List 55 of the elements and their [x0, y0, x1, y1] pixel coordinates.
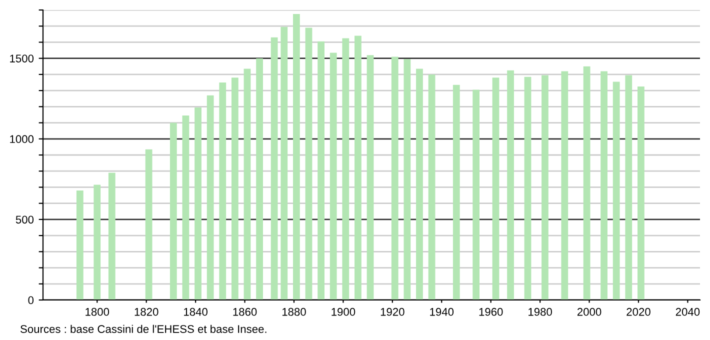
x-tick-label: 1840 — [184, 308, 208, 316]
x-tick-label: 2000 — [577, 308, 602, 316]
bar — [492, 78, 500, 300]
bar — [416, 68, 423, 300]
source-note: Sources : base Cassini de l'EHESS et base Insee. — [20, 324, 266, 333]
bar — [366, 55, 374, 300]
bar — [194, 107, 202, 300]
bar — [219, 82, 226, 300]
x-tick-label: 1880 — [282, 308, 306, 316]
bar — [318, 41, 324, 300]
bar — [600, 71, 608, 300]
bar — [330, 52, 337, 300]
bar — [507, 70, 514, 300]
bar — [542, 75, 548, 300]
bar — [404, 59, 411, 300]
bar — [108, 172, 116, 300]
bar — [305, 28, 312, 300]
x-tick-label: 2020 — [626, 308, 650, 316]
x-tick-label: 1920 — [380, 308, 404, 316]
bar — [472, 90, 480, 300]
x-tick-label: 1960 — [479, 308, 503, 316]
y-tick-label: 500 — [16, 216, 34, 224]
bar — [612, 82, 620, 300]
bar — [638, 86, 644, 300]
x-tick-label: 1980 — [528, 308, 552, 316]
y-tick-label: 0 — [28, 296, 34, 304]
bar — [625, 75, 632, 300]
x-tick-label: 1900 — [332, 308, 356, 316]
y-tick-label: 1500 — [10, 54, 34, 62]
y-tick-label: 1000 — [10, 135, 34, 144]
x-tick-label: 2040 — [676, 308, 700, 316]
bar — [452, 84, 460, 300]
bar — [561, 71, 568, 300]
bar — [244, 68, 251, 300]
bar — [354, 36, 362, 300]
x-tick-label: 1860 — [233, 308, 257, 316]
bar — [293, 14, 300, 300]
bar — [280, 26, 288, 300]
bar — [231, 78, 238, 300]
bar — [428, 74, 436, 300]
x-tick-label: 1820 — [134, 308, 158, 316]
x-tick-label: 1800 — [86, 308, 110, 316]
bar — [342, 38, 350, 300]
bar — [94, 184, 101, 300]
bar — [524, 76, 532, 300]
bar — [170, 122, 177, 300]
bar — [182, 116, 190, 300]
x-tick-label: 1940 — [430, 308, 454, 316]
bar — [256, 58, 263, 300]
bar — [583, 66, 590, 300]
bar — [145, 149, 152, 300]
bar — [206, 95, 214, 300]
bar — [270, 37, 278, 300]
bar — [76, 190, 84, 300]
bar — [391, 56, 398, 300]
